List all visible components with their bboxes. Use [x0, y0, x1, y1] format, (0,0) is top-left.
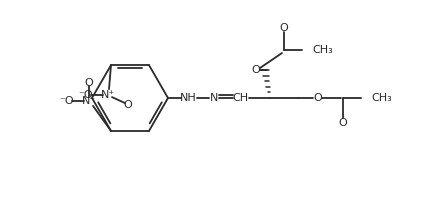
- Text: O: O: [339, 118, 347, 128]
- Text: O: O: [280, 23, 289, 33]
- Text: ⁻O: ⁻O: [60, 96, 74, 106]
- Text: N⁺: N⁺: [101, 90, 115, 100]
- Text: CH₃: CH₃: [371, 93, 392, 103]
- Text: N⁺: N⁺: [82, 96, 96, 106]
- Text: N: N: [210, 93, 218, 103]
- Text: O: O: [124, 100, 132, 110]
- Text: CH: CH: [232, 93, 248, 103]
- Text: O: O: [85, 78, 93, 88]
- Text: NH: NH: [180, 93, 197, 103]
- Text: CH₃: CH₃: [312, 45, 333, 55]
- Text: O: O: [252, 65, 261, 75]
- Text: O: O: [313, 93, 322, 103]
- Text: ⁻O: ⁻O: [79, 90, 93, 100]
